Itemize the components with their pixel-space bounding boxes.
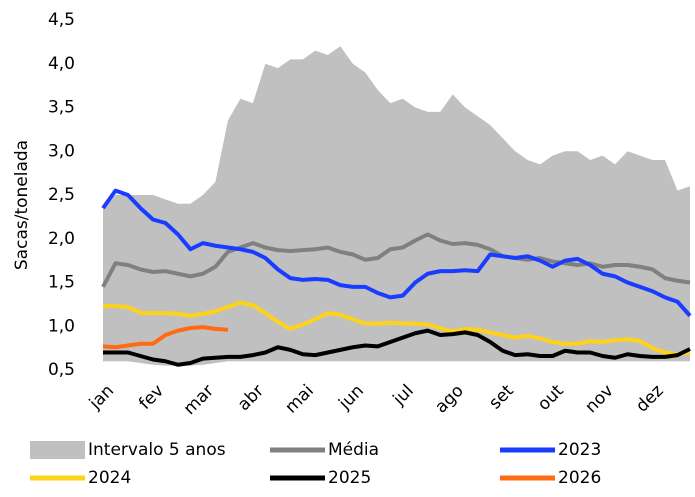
- legend-label: 2024: [88, 468, 131, 488]
- y-tick-label: 2,5: [48, 185, 75, 205]
- series-line: [102, 325, 229, 350]
- y-axis-label: Sacas/tonelada: [12, 140, 32, 270]
- x-tick-label: abr: [234, 381, 268, 415]
- range-area: [103, 46, 690, 366]
- legend-label: 2025: [328, 468, 371, 488]
- series-line: [101, 232, 691, 288]
- y-tick-label: 0,5: [48, 360, 75, 380]
- x-tick-label: nov: [581, 381, 617, 417]
- legend-label: Intervalo 5 anos: [88, 440, 226, 460]
- y-tick-label: 4,0: [48, 54, 75, 74]
- x-tick-label: set: [485, 381, 518, 414]
- legend-label: 2023: [558, 440, 601, 460]
- y-tick-label: 2,0: [48, 229, 75, 249]
- x-tick-label: mar: [180, 381, 218, 419]
- x-tick-label: jan: [85, 381, 118, 414]
- x-tick-label: mai: [281, 381, 318, 418]
- series-line: [103, 328, 691, 367]
- x-tick-label: out: [534, 381, 568, 415]
- x-tick-label: fev: [135, 381, 168, 414]
- x-tick-label: jul: [389, 381, 418, 410]
- y-tick-label: 3,5: [48, 98, 75, 118]
- legend-label: 2026: [558, 468, 601, 488]
- y-tick-label: 1,5: [48, 273, 75, 293]
- x-tick-label: ago: [431, 381, 467, 417]
- x-tick-label: jun: [334, 381, 367, 414]
- x-tick-label: dez: [632, 381, 668, 417]
- series-line: [103, 300, 691, 357]
- series-line: [101, 188, 692, 318]
- y-tick-label: 4,5: [48, 10, 75, 30]
- legend-label: Média: [328, 440, 379, 460]
- y-tick-label: 3,0: [48, 141, 75, 161]
- legend-swatch: [30, 441, 85, 459]
- y-tick-label: 1,0: [48, 316, 75, 336]
